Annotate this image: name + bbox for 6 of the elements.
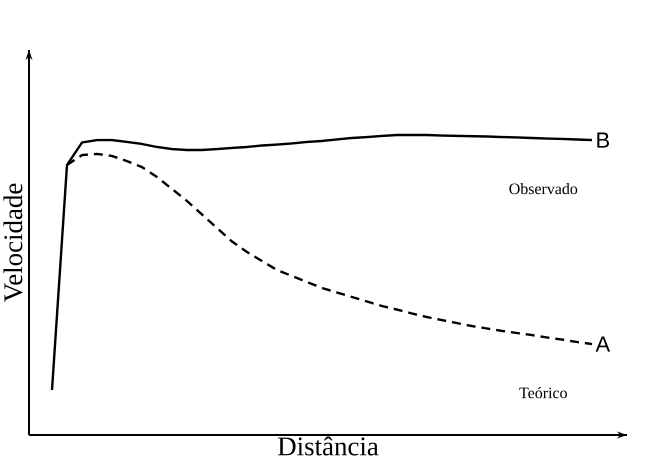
series-label: A: [596, 336, 610, 352]
annotation: Observado: [509, 182, 578, 194]
y-axis-title: Velocidade: [3, 184, 22, 302]
annotation: Teórico: [519, 387, 567, 398]
x-axis-title: Distância: [278, 436, 378, 456]
series-label: B: [597, 132, 609, 148]
